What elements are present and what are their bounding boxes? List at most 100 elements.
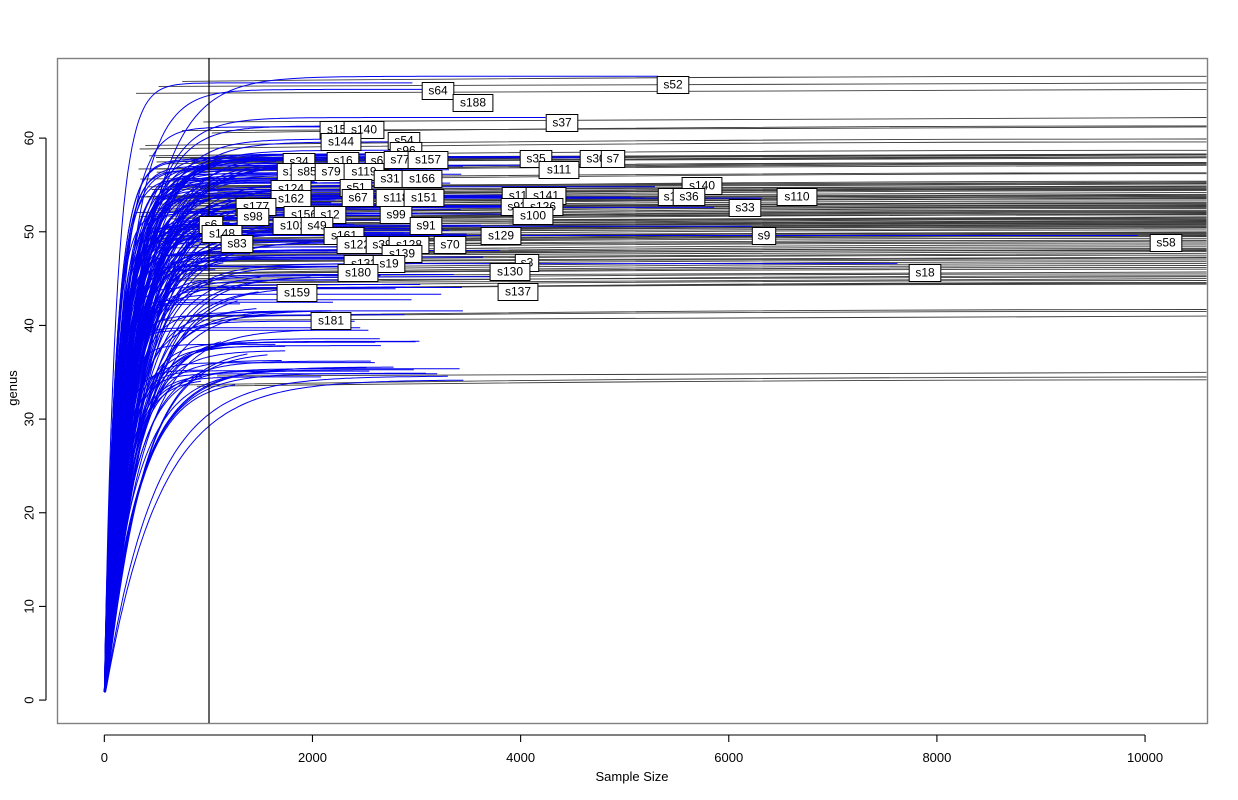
curve-tail bbox=[196, 379, 1207, 387]
label-text: s70 bbox=[440, 238, 460, 252]
curve-label-s159: s159 bbox=[276, 284, 318, 302]
rarefaction-curve bbox=[104, 310, 332, 693]
curve-label-s100: s100 bbox=[512, 207, 554, 225]
rarefaction-curve bbox=[104, 354, 268, 693]
curve-label-s137: s137 bbox=[497, 283, 539, 301]
rarefaction-curve bbox=[103, 250, 349, 692]
label-text: s52 bbox=[663, 78, 683, 92]
label-text: s130 bbox=[497, 265, 523, 279]
label-box bbox=[409, 217, 443, 235]
y-tick-label: 40 bbox=[21, 318, 36, 332]
rarefaction-curve bbox=[103, 284, 421, 692]
rarefaction-curve bbox=[103, 251, 344, 692]
rarefaction-curve bbox=[103, 256, 484, 692]
label-text: s188 bbox=[460, 96, 486, 110]
y-tick-label: 20 bbox=[21, 506, 36, 520]
rarefaction-curve-outlier bbox=[104, 375, 448, 693]
curve-tail bbox=[144, 232, 1207, 240]
label-text: s129 bbox=[488, 229, 514, 243]
label-box bbox=[220, 235, 254, 253]
label-box bbox=[776, 188, 818, 206]
curve-tail bbox=[165, 156, 1207, 165]
y-axis: 0 10 20 30 40 50 60 bbox=[21, 131, 47, 704]
y-tick-label: 0 bbox=[21, 696, 36, 703]
label-box bbox=[276, 284, 318, 302]
label-text: s79 bbox=[321, 165, 341, 179]
label-text: s18 bbox=[915, 266, 935, 280]
curve-label-s64: s64 bbox=[421, 82, 455, 100]
label-text: s83 bbox=[227, 237, 247, 251]
rarefaction-curve bbox=[103, 301, 333, 692]
rarefaction-curve bbox=[103, 265, 350, 692]
label-text: s77 bbox=[390, 153, 410, 167]
curve-label-s79: s79 bbox=[314, 163, 348, 181]
label-box bbox=[480, 227, 522, 245]
x-axis: 0 2000 4000 6000 8000 10000 bbox=[101, 734, 1163, 765]
curve-tail bbox=[221, 212, 1207, 221]
label-box bbox=[512, 207, 554, 225]
curve-label-s129: s129 bbox=[480, 227, 522, 245]
label-text: s166 bbox=[409, 172, 435, 186]
label-box bbox=[236, 208, 270, 226]
label-box bbox=[751, 227, 777, 245]
curve-label-s181: s181 bbox=[310, 312, 352, 330]
curve-label-s166: s166 bbox=[401, 170, 443, 188]
label-text: s180 bbox=[345, 266, 371, 280]
label-box bbox=[497, 283, 539, 301]
label-text: s58 bbox=[1156, 236, 1176, 250]
curve-label-s180: s180 bbox=[337, 264, 379, 282]
label-box bbox=[1149, 234, 1183, 252]
curve-tail bbox=[139, 141, 1207, 150]
rarefaction-curve bbox=[103, 360, 371, 692]
curve-label-s37: s37 bbox=[545, 114, 579, 132]
label-box bbox=[379, 206, 413, 224]
label-box bbox=[600, 150, 626, 168]
rarefaction-curve bbox=[103, 372, 426, 692]
label-text: s67 bbox=[348, 191, 368, 205]
x-tick-label: 8000 bbox=[922, 750, 951, 765]
curve-label-s157: s157 bbox=[407, 151, 449, 169]
label-text: s111 bbox=[547, 163, 572, 177]
rarefaction-curve-outlier bbox=[104, 379, 464, 693]
curve-label-s83: s83 bbox=[220, 235, 254, 253]
label-box bbox=[728, 199, 762, 217]
curve-tail bbox=[141, 263, 1207, 272]
rarefaction-curve bbox=[103, 263, 898, 692]
curve-label-s18: s18 bbox=[908, 264, 942, 282]
curve-label-s7: s7 bbox=[600, 150, 626, 168]
rarefaction-curve bbox=[104, 338, 380, 693]
y-axis-title: genus bbox=[5, 370, 20, 406]
label-text: s9 bbox=[758, 229, 771, 243]
curve-label-s33: s33 bbox=[728, 199, 762, 217]
label-box bbox=[908, 264, 942, 282]
rarefaction-curve bbox=[104, 329, 319, 693]
rarefaction-curve bbox=[103, 341, 416, 692]
curve-label-s19: s19 bbox=[372, 255, 406, 273]
rarefaction-curve bbox=[103, 279, 373, 692]
y-tick-label: 10 bbox=[21, 599, 36, 613]
label-text: s49 bbox=[307, 219, 327, 233]
label-text: s37 bbox=[552, 116, 572, 130]
rarefaction-curve bbox=[103, 219, 416, 692]
label-text: s98 bbox=[243, 210, 263, 224]
rarefaction-curve bbox=[103, 227, 440, 692]
label-text: s157 bbox=[415, 153, 441, 167]
x-tick-label: 4000 bbox=[506, 750, 535, 765]
curve-tail bbox=[182, 75, 1207, 82]
x-tick-label: 6000 bbox=[714, 750, 743, 765]
rarefaction-curve bbox=[104, 370, 370, 693]
label-box bbox=[421, 82, 455, 100]
label-box bbox=[407, 151, 449, 169]
label-box bbox=[403, 189, 445, 207]
label-text: s162 bbox=[278, 192, 304, 206]
curve-label-s70: s70 bbox=[433, 236, 467, 254]
curve-label-s110: s110 bbox=[776, 188, 818, 206]
curve-tail bbox=[176, 250, 1207, 256]
curve-label-s58: s58 bbox=[1149, 234, 1183, 252]
rarefaction-curve bbox=[103, 82, 413, 692]
curve-label-s151: s151 bbox=[403, 189, 445, 207]
label-box bbox=[401, 170, 443, 188]
label-text: s137 bbox=[505, 285, 531, 299]
label-text: s7 bbox=[607, 152, 620, 166]
